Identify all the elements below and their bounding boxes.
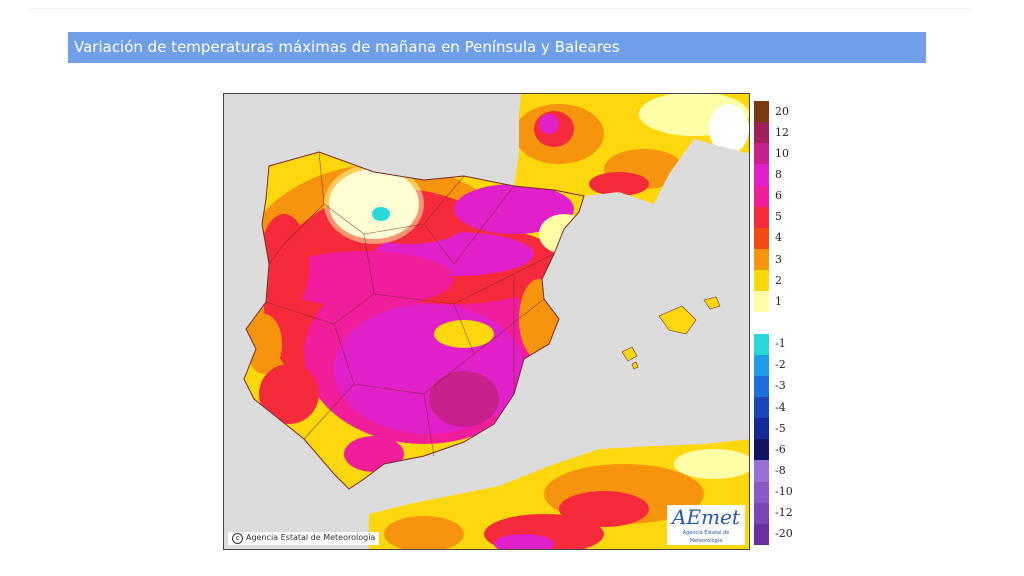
map-canvas (224, 94, 749, 549)
legend-swatch (754, 502, 769, 525)
legend-swatch (754, 523, 769, 546)
legend-label: 4 (775, 231, 782, 245)
top-divider (30, 8, 970, 9)
legend-swatch (754, 164, 769, 187)
legend-label: -6 (775, 442, 786, 456)
page-title: Variación de temperaturas máximas de mañ… (68, 32, 926, 63)
legend-swatch (754, 333, 769, 356)
legend-label: 12 (775, 125, 789, 139)
temperature-map: c Agencia Estatal de Meteorología AEmet A… (223, 93, 750, 550)
legend-label: -1 (775, 337, 786, 351)
legend-swatch (754, 122, 769, 144)
legend-label: 10 (775, 146, 789, 160)
legend-label: -2 (775, 358, 786, 372)
legend-swatch (754, 418, 769, 440)
legend-swatch (754, 291, 769, 313)
legend-swatch (754, 249, 769, 271)
legend-label: 1 (775, 294, 782, 308)
legend-label: -20 (775, 527, 793, 541)
ibiza-island (621, 346, 638, 362)
legend-swatch (754, 206, 769, 229)
legend-label: -4 (775, 400, 786, 414)
legend-swatch (754, 185, 769, 208)
legend-swatch (754, 101, 769, 123)
legend-label: 8 (775, 168, 782, 181)
africa-region (369, 439, 749, 549)
legend-label: -12 (775, 506, 793, 520)
aemet-logo: AEmet Agencia Estatal de Meteorología (667, 505, 745, 545)
balearic-islands (621, 296, 721, 370)
legend-swatch (754, 460, 769, 483)
legend-swatch (754, 227, 769, 250)
iberia-region (243, 151, 585, 490)
legend-label: 6 (775, 189, 782, 203)
mallorca-island (658, 305, 697, 335)
legend-swatch (754, 354, 769, 377)
legend-swatch (754, 397, 769, 419)
color-legend: 20 12 10 8 6 5 4 3 2 1 -1 -2 -3 -4 -5 -6 -8 -10 -12 -20 (754, 101, 814, 546)
legend-swatch (754, 439, 769, 461)
formentera-island (631, 361, 639, 370)
logo-subtext: Agencia Estatal de Meteorología (682, 530, 730, 544)
legend-swatch (754, 375, 769, 398)
legend-swatch (754, 481, 769, 504)
france-region (514, 94, 749, 204)
credit-text: Agencia Estatal de Meteorología (246, 533, 376, 542)
legend-label: -5 (775, 421, 786, 435)
legend-swatch (754, 270, 769, 292)
copyright-icon: c (232, 533, 243, 544)
legend-label: 2 (775, 273, 782, 287)
menorca-island (703, 296, 721, 310)
legend-swatch (754, 143, 769, 165)
legend-swatch (754, 312, 769, 335)
legend-label: -10 (775, 485, 793, 499)
legend-label: -3 (775, 379, 786, 393)
map-credit: c Agencia Estatal de Meteorología (228, 532, 380, 545)
legend-label: -8 (775, 464, 786, 477)
legend-label: 3 (775, 252, 782, 266)
legend-label: 20 (775, 104, 789, 118)
legend-label: 5 (775, 210, 782, 224)
logo-name: AEmet (672, 505, 740, 529)
